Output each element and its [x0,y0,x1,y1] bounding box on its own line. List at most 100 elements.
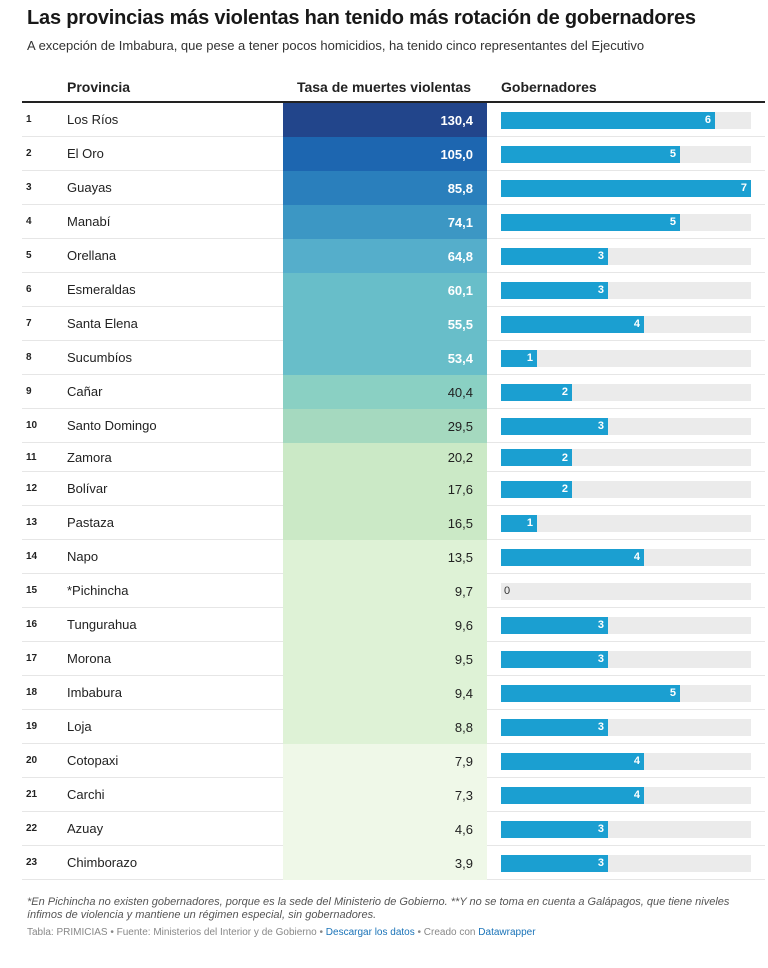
table-row: 22 Azuay 4,6 3 [22,812,765,846]
province-name: Santa Elena [67,316,138,331]
province-name: Bolívar [67,481,108,496]
governors-value: 4 [633,551,640,563]
source-line: Tabla: PRIMICIAS • Fuente: Ministerios d… [27,927,536,938]
governors-value: 3 [597,857,604,869]
footnote: *En Pichincha no existen gobernadores, p… [27,896,730,921]
rate-cell: 55,5 [283,307,487,341]
governors-bar [501,315,644,333]
table-row: 5 Orellana 64,8 3 [22,239,765,273]
table-row: 20 Cotopaxi 7,9 4 [22,744,765,778]
rank-number: 19 [26,721,38,732]
province-name: Azuay [67,821,104,836]
province-name: Imbabura [67,685,122,700]
governors-bar [501,854,608,872]
governors-value: 3 [597,823,604,835]
table-row: 8 Sucumbíos 53,4 1 [22,341,765,375]
header-governors[interactable]: Gobernadores [501,79,597,95]
rank-number: 4 [26,216,32,227]
rank-number: 14 [26,551,38,562]
rate-cell: 17,6 [283,472,487,506]
rank-number: 5 [26,250,32,261]
governors-bar [501,281,608,299]
governors-bar [501,383,572,401]
table-row: 18 Imbabura 9,4 5 [22,676,765,710]
governors-bar-track: 4 [501,548,751,566]
governors-value: 5 [669,148,676,160]
table-row: 10 Santo Domingo 29,5 3 [22,409,765,443]
province-name: Chimborazo [67,855,138,870]
governors-bar [501,514,537,532]
rate-cell: 40,4 [283,375,487,409]
rate-cell: 16,5 [283,506,487,540]
province-name: Guayas [67,180,112,195]
table-row: 19 Loja 8,8 3 [22,710,765,744]
province-name: Zamora [67,449,112,465]
rank-number: 2 [26,148,32,159]
governors-bar-track: 3 [501,718,751,736]
governors-bar-track: 1 [501,349,751,367]
governors-value: 5 [669,216,676,228]
governors-bar [501,417,608,435]
table-row: 11 Zamora 20,2 2 [22,443,765,472]
rate-cell: 130,4 [283,103,487,137]
rate-cell: 20,2 [283,443,487,472]
rate-cell: 64,8 [283,239,487,273]
governors-value: 7 [740,182,747,194]
rank-number: 6 [26,284,32,295]
download-data-link[interactable]: Descargar los datos [325,927,415,938]
rate-cell: 29,5 [283,409,487,443]
rank-number: 23 [26,857,38,868]
governors-bar-track: 3 [501,854,751,872]
rate-cell: 3,9 [283,846,487,880]
table-row: 3 Guayas 85,8 7 [22,171,765,205]
province-name: Morona [67,651,112,666]
governors-bar-track: 2 [501,449,751,466]
rank-number: 21 [26,789,38,800]
rate-cell: 85,8 [283,171,487,205]
rate-cell: 7,3 [283,778,487,812]
table-row: 13 Pastaza 16,5 1 [22,506,765,540]
governors-value: 4 [633,755,640,767]
province-name: Los Ríos [67,112,119,127]
governors-bar [501,752,644,770]
province-name: Manabí [67,214,111,229]
governors-value: 6 [704,114,711,126]
province-name: Pastaza [67,515,114,530]
created-text: • Creado con [414,927,479,938]
rate-cell: 9,7 [283,574,487,608]
rank-number: 16 [26,619,38,630]
chart-subtitle: A excepción de Imbabura, que pese a tene… [27,38,645,53]
province-name: Sucumbíos [67,350,133,365]
governors-bar-track: 4 [501,315,751,333]
governors-bar-track: 3 [501,281,751,299]
rank-number: 9 [26,386,32,397]
rate-cell: 9,4 [283,676,487,710]
rank-number: 17 [26,653,38,664]
province-name: El Oro [67,146,104,161]
governors-bar-track: 0 [501,582,751,600]
table-row: 23 Chimborazo 3,9 3 [22,846,765,880]
province-name: Tungurahua [67,617,137,632]
datawrapper-link[interactable]: Datawrapper [478,927,536,938]
rank-number: 10 [26,420,38,431]
governors-value: 3 [597,721,604,733]
governors-bar-track: 7 [501,179,751,197]
governors-bar-track: 2 [501,383,751,401]
rate-cell: 13,5 [283,540,487,574]
governors-bar-track: 5 [501,684,751,702]
table-row: 21 Carchi 7,3 4 [22,778,765,812]
province-name: Santo Domingo [67,418,157,433]
governors-bar [501,349,537,367]
rate-cell: 7,9 [283,744,487,778]
header-rate[interactable]: Tasa de muertes violentas [296,79,471,95]
data-table: Provincia Tasa de muertes violentas Gobe… [22,70,765,880]
governors-bar [501,820,608,838]
governors-bar [501,480,572,498]
governors-bar [501,786,644,804]
table-row: 9 Cañar 40,4 2 [22,375,765,409]
governors-value: 3 [597,653,604,665]
rate-cell: 105,0 [283,137,487,171]
province-name: Carchi [67,787,105,802]
rank-number: 18 [26,687,38,698]
header-province[interactable]: Provincia [67,79,131,95]
